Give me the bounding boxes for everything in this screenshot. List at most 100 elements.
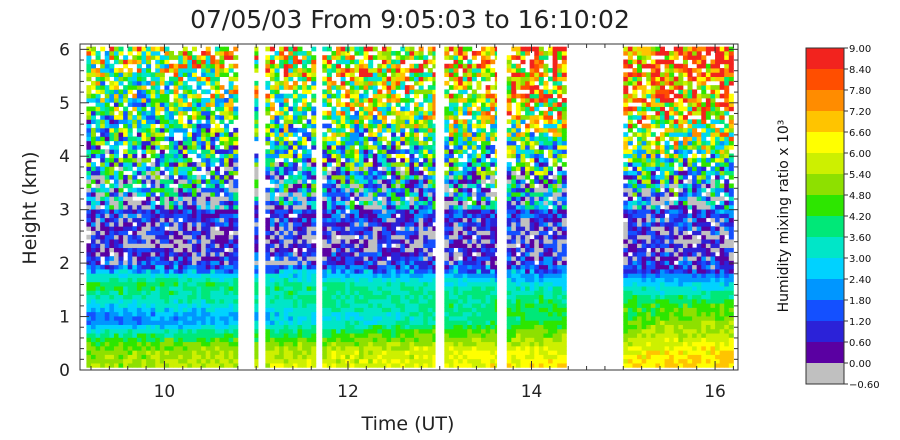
heatmap-cell [349, 102, 355, 107]
heatmap-cell [297, 264, 303, 270]
heatmap-cell [448, 63, 454, 69]
heatmap-cell [233, 110, 239, 116]
heatmap-cell [127, 333, 133, 338]
heatmap-cell [205, 333, 211, 338]
heatmap-cell [254, 209, 259, 214]
heatmap-cell [118, 68, 124, 73]
heatmap-cell [95, 204, 101, 210]
heatmap-cell [372, 243, 378, 249]
heatmap-cell [187, 72, 193, 77]
heatmap-cell [404, 286, 410, 291]
heatmap-cell [292, 333, 298, 338]
heatmap-cell [345, 110, 351, 116]
heatmap-cell [345, 277, 351, 283]
heatmap-cell [95, 358, 101, 364]
heatmap-cell [141, 192, 147, 197]
heatmap-cell [395, 333, 401, 338]
heatmap-cell [228, 226, 234, 231]
heatmap-cell [187, 247, 193, 253]
heatmap-cell [127, 204, 133, 210]
heatmap-cell [279, 324, 285, 330]
heatmap-cell [297, 183, 303, 189]
heatmap-cell [123, 226, 129, 231]
heatmap-cell [164, 307, 170, 313]
heatmap-cell [201, 123, 207, 129]
heatmap-cell [224, 256, 230, 261]
heatmap-cell [100, 350, 106, 355]
heatmap-cell [368, 68, 374, 73]
heatmap-cell [214, 179, 220, 184]
heatmap-cell [306, 358, 312, 364]
heatmap-cell [141, 85, 147, 90]
heatmap-cell [345, 179, 351, 184]
heatmap-cell [345, 50, 351, 56]
heatmap-cell [127, 217, 133, 223]
heatmap-cell [169, 358, 175, 364]
heatmap-cell [283, 337, 289, 343]
heatmap-cell [368, 320, 374, 325]
heatmap-cell [336, 50, 342, 56]
heatmap-cell [377, 93, 383, 99]
heatmap-cell [228, 93, 234, 99]
heatmap-cell [297, 316, 303, 321]
heatmap-cell [377, 324, 383, 330]
heatmap-cell [414, 50, 420, 56]
heatmap-cell [269, 264, 275, 270]
heatmap-cell [219, 149, 225, 154]
heatmap-cell [283, 239, 289, 244]
heatmap-cell [187, 89, 193, 95]
heatmap-cell [228, 187, 234, 193]
heatmap-cell [155, 251, 161, 257]
heatmap-cell [409, 55, 415, 60]
heatmap-cell [265, 196, 271, 201]
heatmap-cell [418, 363, 424, 368]
heatmap-cell [400, 174, 406, 180]
heatmap-cell [283, 196, 289, 201]
heatmap-cell [306, 345, 312, 351]
heatmap-cell [196, 209, 202, 214]
heatmap-cell [146, 157, 152, 163]
heatmap-cell [391, 230, 397, 236]
heatmap-cell [288, 140, 294, 146]
heatmap-cell [196, 63, 202, 69]
heatmap-cell [169, 132, 175, 137]
heatmap-cell [269, 102, 275, 107]
heatmap-cell [418, 46, 424, 52]
heatmap-cell [349, 166, 355, 172]
heatmap-cell [288, 273, 294, 278]
heatmap-cell [196, 97, 202, 103]
heatmap-cell [219, 110, 225, 116]
heatmap-cell [224, 174, 230, 180]
heatmap-cell [311, 251, 317, 257]
heatmap-cell [100, 149, 106, 154]
heatmap-cell [381, 93, 387, 99]
heatmap-cell [409, 76, 415, 82]
heatmap-cell [104, 68, 110, 73]
heatmap-cell [386, 106, 392, 112]
heatmap-cell [173, 76, 179, 82]
heatmap-cell [169, 260, 175, 266]
heatmap-cell [427, 320, 433, 325]
heatmap-cell [311, 55, 317, 60]
heatmap-cell [358, 303, 364, 308]
heatmap-cell [279, 136, 285, 142]
heatmap-cell [150, 243, 156, 249]
heatmap-cell [288, 324, 294, 330]
heatmap-cell [191, 324, 197, 330]
heatmap-cell [448, 328, 454, 334]
heatmap-cell [395, 204, 401, 210]
heatmap-cell [448, 350, 454, 355]
heatmap-cell [349, 127, 355, 133]
heatmap-cell [414, 328, 420, 334]
heatmap-cell [311, 294, 317, 300]
heatmap-cell [269, 307, 275, 313]
heatmap-cell [358, 333, 364, 338]
heatmap-cell [127, 281, 133, 287]
heatmap-cell [224, 72, 230, 77]
heatmap-cell [150, 119, 156, 125]
heatmap-cell [205, 213, 211, 219]
heatmap-cell [233, 230, 239, 236]
heatmap-cell [349, 162, 355, 167]
heatmap-cell [340, 251, 346, 257]
heatmap-cell [427, 290, 433, 296]
